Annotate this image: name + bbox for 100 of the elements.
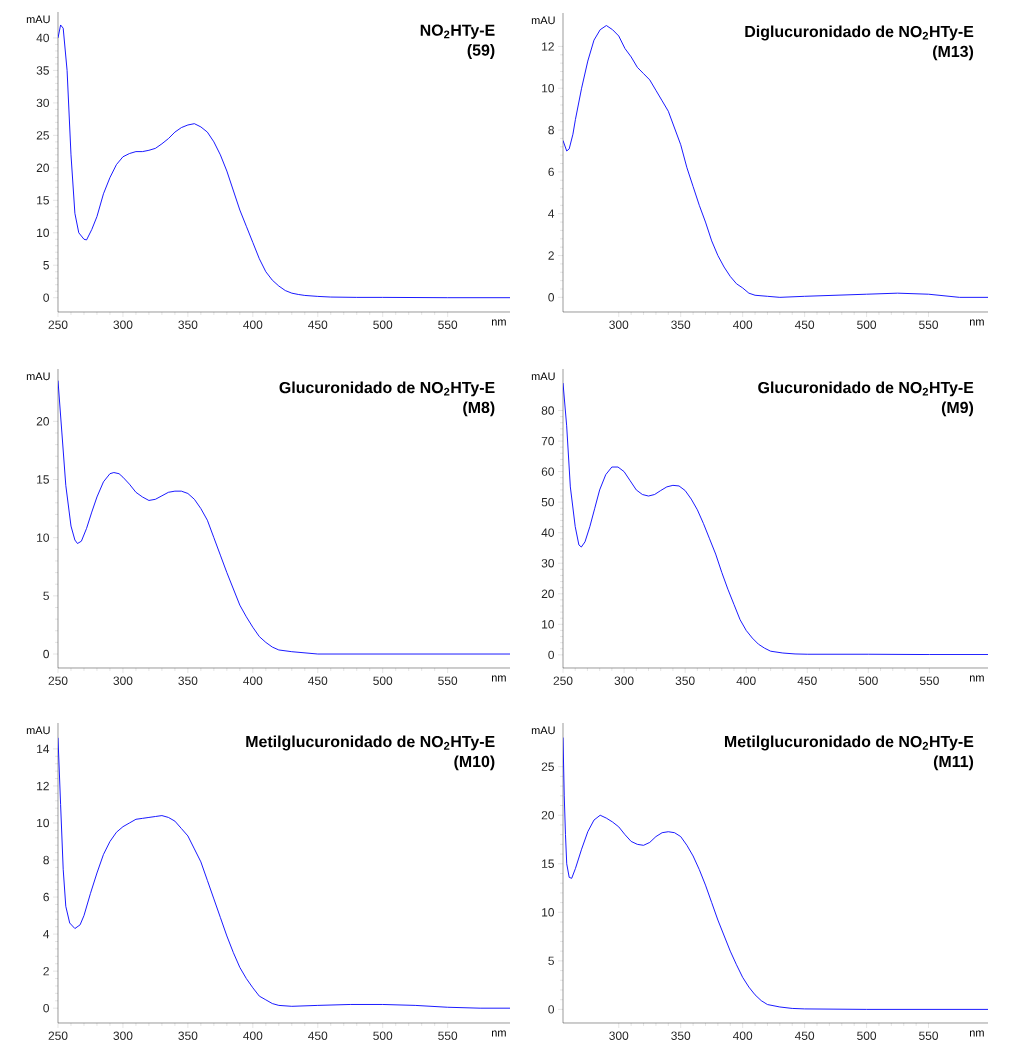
x-tick-label: 350 (178, 1031, 198, 1040)
y-tick-label: 4 (43, 930, 50, 939)
y-tick-label: 20 (36, 163, 50, 173)
text: (M9) (941, 401, 974, 417)
text: (59) (467, 44, 495, 59)
y-axis-title: mAU (531, 16, 555, 25)
x-tick-label: 450 (308, 320, 328, 329)
text: (M8) (463, 401, 495, 417)
text: (M10) (454, 755, 495, 771)
x-tick-label: 350 (671, 320, 691, 329)
x-tick-label: 400 (243, 676, 263, 685)
x-tick-label: 300 (113, 320, 133, 329)
x-axis-title: nm (970, 1030, 984, 1037)
x-axis-title: nm (492, 1030, 506, 1037)
y-tick-label: 25 (541, 762, 554, 771)
y-tick-label: 15 (37, 196, 49, 205)
x-tick-label: 450 (308, 1031, 328, 1040)
text: Diglucuronidado de NO$_{2}$HTy-E (745, 25, 974, 41)
y-tick-label: 10 (542, 908, 555, 917)
y-axis-title: mAU (531, 726, 555, 735)
x-tick-label: 250 (48, 320, 68, 329)
text: Metilglucuronidado de NO$_{2}$HTy-E (246, 735, 495, 751)
x-tick-label: 450 (794, 320, 815, 329)
y-tick-label: 30 (541, 559, 555, 568)
y-tick-label: 35 (36, 66, 49, 75)
text: Glucuronidado de NO$_{2}$HTy-E (279, 381, 495, 397)
x-tick-label: 500 (857, 320, 877, 329)
y-tick-label: 14 (37, 744, 50, 754)
x-tick-label: 500 (857, 1031, 877, 1040)
y-tick-label: 2 (43, 966, 49, 976)
y-tick-label: 70 (541, 436, 555, 446)
x-tick-label: 350 (671, 1031, 691, 1040)
y-tick-label: 8 (548, 125, 554, 135)
y-tick-label: 10 (542, 84, 555, 93)
x-tick-label: 300 (113, 1031, 133, 1040)
x-tick-label: 450 (794, 1031, 815, 1040)
x-tick-label: 550 (919, 320, 939, 329)
x-tick-label: 400 (243, 1031, 263, 1040)
x-tick-label: 450 (308, 676, 328, 685)
y-tick-label: 0 (43, 649, 50, 659)
x-tick-label: 400 (736, 676, 756, 685)
x-tick-label: 250 (48, 676, 68, 685)
y-tick-label: 5 (43, 261, 49, 270)
x-tick-label: 300 (609, 320, 629, 329)
y-tick-label: 6 (548, 167, 554, 177)
y-tick-label: 12 (542, 42, 554, 51)
y-axis-title: mAU (26, 15, 50, 24)
y-tick-label: 10 (37, 533, 50, 542)
x-tick-label: 550 (919, 676, 939, 685)
y-tick-label: 15 (37, 475, 49, 484)
y-tick-label: 20 (36, 417, 50, 426)
x-axis-title: nm (492, 319, 506, 326)
y-tick-label: 10 (37, 818, 50, 828)
y-tick-label: 0 (43, 293, 50, 302)
x-tick-label: 500 (373, 676, 393, 685)
text: (M11) (933, 755, 974, 771)
y-tick-label: 30 (36, 98, 50, 108)
text: Metilglucuronidado de NO$_{2}$HTy-E (724, 735, 974, 751)
x-tick-label: 550 (438, 676, 458, 685)
x-tick-label: 350 (178, 676, 198, 685)
x-tick-label: 500 (373, 1031, 393, 1040)
x-tick-label: 250 (48, 1031, 68, 1040)
y-tick-label: 0 (548, 1005, 555, 1014)
text: NO$_{2}$HTy-E (420, 24, 495, 39)
y-tick-label: 20 (541, 589, 555, 598)
text: (M13) (933, 45, 974, 61)
y-tick-label: 10 (37, 228, 50, 237)
y-tick-label: 25 (36, 131, 49, 140)
y-axis-title: mAU (26, 726, 50, 735)
x-tick-label: 400 (732, 1031, 753, 1040)
y-tick-label: 12 (37, 781, 49, 791)
x-tick-label: 250 (553, 676, 573, 685)
y-tick-label: 20 (541, 810, 555, 820)
y-tick-label: 50 (541, 497, 555, 507)
y-tick-label: 4 (548, 209, 555, 218)
x-tick-label: 550 (438, 320, 458, 329)
x-tick-label: 450 (797, 676, 817, 685)
text: Glucuronidado de NO$_{2}$HTy-E (758, 381, 974, 397)
line-series (563, 382, 989, 655)
y-tick-label: 0 (548, 650, 555, 660)
x-tick-label: 400 (243, 320, 263, 329)
y-axis-title: mAU (26, 372, 50, 381)
x-tick-label: 550 (438, 1031, 458, 1040)
y-tick-label: 80 (541, 406, 555, 415)
x-tick-label: 350 (178, 320, 198, 329)
y-tick-label: 10 (542, 620, 555, 629)
y-tick-label: 15 (542, 859, 554, 868)
y-tick-label: 6 (43, 892, 49, 902)
x-tick-label: 300 (614, 676, 634, 685)
y-tick-label: 2 (548, 251, 554, 260)
y-tick-label: 40 (36, 33, 50, 43)
x-tick-label: 400 (732, 320, 753, 329)
y-tick-label: 8 (43, 855, 49, 865)
x-tick-label: 300 (113, 676, 133, 685)
x-tick-label: 300 (609, 1031, 629, 1040)
y-axis-title: mAU (531, 372, 555, 381)
y-tick-label: 0 (43, 1003, 50, 1013)
x-axis-title: nm (970, 319, 984, 326)
x-axis-title: nm (970, 675, 984, 682)
x-tick-label: 550 (919, 1031, 939, 1040)
